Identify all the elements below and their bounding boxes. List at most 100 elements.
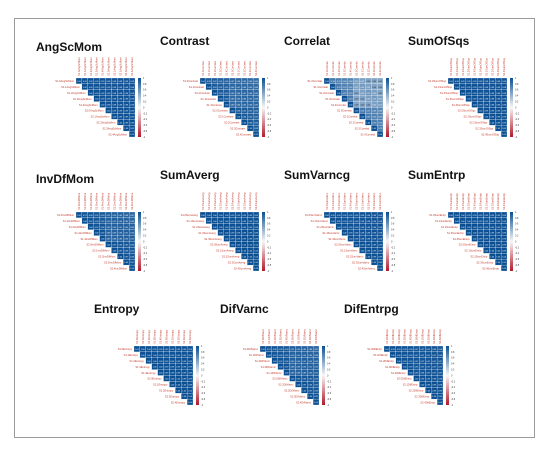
cell-value: 1.00 xyxy=(201,215,205,217)
cell-value: 0.96 xyxy=(415,367,419,369)
heatmap-svg: S1.0DifVarnc S1.1DifVarnc S1.2DifVarnc S1.3… xyxy=(243,328,332,407)
row-label: S2.0AngScMom xyxy=(85,109,104,113)
cell-value: 0.99 xyxy=(188,367,192,369)
colorbar-tick: 0.4 xyxy=(391,95,395,98)
cell-value: 1.00 xyxy=(302,390,306,392)
row-label: S2.3Entropy xyxy=(165,394,180,398)
row-label: S1.1DifEntrp xyxy=(373,353,388,357)
heatmap-panel: SumOfSqs S1.0SumOfSqs S1.1SumOfSqs S1.2SumO… xyxy=(400,28,524,160)
colorbar-tick: 1 xyxy=(327,345,329,348)
colorbar-tick: 0.6 xyxy=(143,223,147,226)
cell-value: 0.99 xyxy=(153,349,157,351)
column-label: S1.1SumEntrp xyxy=(455,193,459,210)
cell-value: 1.00 xyxy=(297,384,301,386)
cell-value: 1.00 xyxy=(242,122,246,124)
cell-value: 1.00 xyxy=(153,367,157,369)
cell-value: 1.00 xyxy=(479,245,483,247)
heatmap-panel: Entropy S1.0Entropy S1.1Entropy S1.2Entropy… xyxy=(86,296,210,428)
cell-value: 1.00 xyxy=(124,262,128,264)
cell-value: 0.99 xyxy=(403,361,407,363)
cell-value: 1.00 xyxy=(219,221,223,223)
cell-value: 0.98 xyxy=(124,87,128,89)
cell-value: 0.99 xyxy=(130,122,134,124)
column-label: S1.1DifVarnc xyxy=(267,328,271,344)
colorbar-tick: 0 xyxy=(515,240,517,243)
column-label: S2.4DifVarnc xyxy=(314,328,318,344)
heatmap-svg: S1.0AngScMom S1.1AngScMom S1.2AngScMom S1.3… xyxy=(55,57,148,139)
cell-value: 0.52 xyxy=(372,105,376,107)
cell-value: 0.98 xyxy=(124,105,128,107)
cell-value: 0.99 xyxy=(502,227,506,229)
cell-value: 0.99 xyxy=(95,81,99,83)
cell-value: 0.99 xyxy=(467,81,471,83)
cell-value: 0.84 xyxy=(231,99,235,101)
column-label: S2.2SumOfSqs xyxy=(490,57,494,76)
cell-value: 0.96 xyxy=(101,227,105,229)
cell-value: 0.99 xyxy=(485,239,489,241)
heatmap-panel: Correlat S1.0Correlat S1.1Correlat S1.2Corr… xyxy=(276,28,400,160)
cell-value: 0.98 xyxy=(361,221,365,223)
row-label: S2.1DifEntrp xyxy=(403,383,418,387)
colorbar-tick: 0.4 xyxy=(515,95,519,98)
cell-value: 1.00 xyxy=(343,233,347,235)
cell-value: 0.99 xyxy=(254,221,258,223)
cell-value: 0.89 xyxy=(107,227,111,229)
cell-value: 0.90 xyxy=(308,373,312,375)
row-label: S1.4DifVarnc xyxy=(267,371,283,375)
cell-value: 0.98 xyxy=(479,93,483,95)
heatmap-panel: DifEntrpg S1.0DifEntrp S1.1DifEntrp S1.2Dif… xyxy=(336,296,460,428)
heatmap-svg: S1.0SumVarnc S1.1SumVarnc S1.2SumVarnc S1.3… xyxy=(305,192,396,273)
colorbar-tick: 0 xyxy=(267,240,269,243)
row-label: S2.4InvDfMom xyxy=(110,266,127,270)
colorbar-tick: -0.2 xyxy=(391,246,396,249)
cell-value: 0.99 xyxy=(349,227,353,229)
cell-value: 0.99 xyxy=(182,379,186,381)
colorbar-tick: 0.6 xyxy=(201,357,205,360)
heatmap-cell xyxy=(500,264,508,272)
colorbar-tick: -0.6 xyxy=(451,392,456,395)
heatmap-panel: SumEntrp S1.0SumEntrp S1.1SumEntrp S1.2SumE… xyxy=(400,162,524,294)
cell-value: 0.98 xyxy=(113,81,117,83)
cell-value: 0.97 xyxy=(421,361,425,363)
colorbar-tick: 0.8 xyxy=(327,351,331,354)
cell-value: 0.99 xyxy=(496,233,500,235)
row-label: S2.4SumOfSqs xyxy=(481,132,500,136)
cell-value: 0.93 xyxy=(213,87,217,89)
cell-value: 1.00 xyxy=(502,134,506,136)
cell-value: 0.99 xyxy=(378,262,382,264)
cell-value: 1.00 xyxy=(248,245,252,247)
cell-value: 0.91 xyxy=(291,349,295,351)
colorbar-tick: 0.2 xyxy=(515,235,519,238)
cell-value: 0.94 xyxy=(285,349,289,351)
cell-value: 0.99 xyxy=(485,227,489,229)
heatmap-svg: S1.0SumOfSqs S1.1SumOfSqs S1.2SumOfSqs S1.3… xyxy=(428,57,520,138)
cell-value: 0.87 xyxy=(107,239,111,241)
panel-title: SumEntrp xyxy=(408,168,466,182)
cell-value: 0.99 xyxy=(83,81,87,83)
cell-value: 0.99 xyxy=(461,87,465,89)
row-label: S2.2SumEntrp xyxy=(470,255,487,259)
cell-value: 0.55 xyxy=(355,81,359,83)
row-label: S1.3SumAverg xyxy=(198,231,216,235)
cell-value: 0.98 xyxy=(479,81,483,83)
column-label: S2.4InvDfMom xyxy=(130,193,134,210)
row-label: S1.1SumEntrp xyxy=(435,219,452,223)
row-label: S2.4SumAverg xyxy=(234,266,252,270)
cell-value: 1.00 xyxy=(421,384,425,386)
cell-value: 0.97 xyxy=(89,221,93,223)
column-label: S1.3SumOfSqs xyxy=(467,57,471,76)
cell-value: 1.00 xyxy=(415,379,419,381)
cell-value: 0.90 xyxy=(314,367,318,369)
column-label: S1.0Correlat xyxy=(325,61,329,76)
row-label: S1.0SumEntrp xyxy=(429,213,446,217)
cell-value: 0.95 xyxy=(95,215,99,217)
column-label: S1.2AngScMom xyxy=(89,57,93,76)
cell-value: 0.99 xyxy=(242,227,246,229)
colorbar-tick: 0.6 xyxy=(143,89,147,92)
column-label: S2.0SumVarnc xyxy=(354,192,358,210)
cell-value: 1.00 xyxy=(171,384,175,386)
cell-value: 0.87 xyxy=(130,215,134,217)
cell-value: 1.00 xyxy=(77,81,81,83)
cell-value: 1.00 xyxy=(461,215,465,217)
cell-value: 0.97 xyxy=(83,215,87,217)
